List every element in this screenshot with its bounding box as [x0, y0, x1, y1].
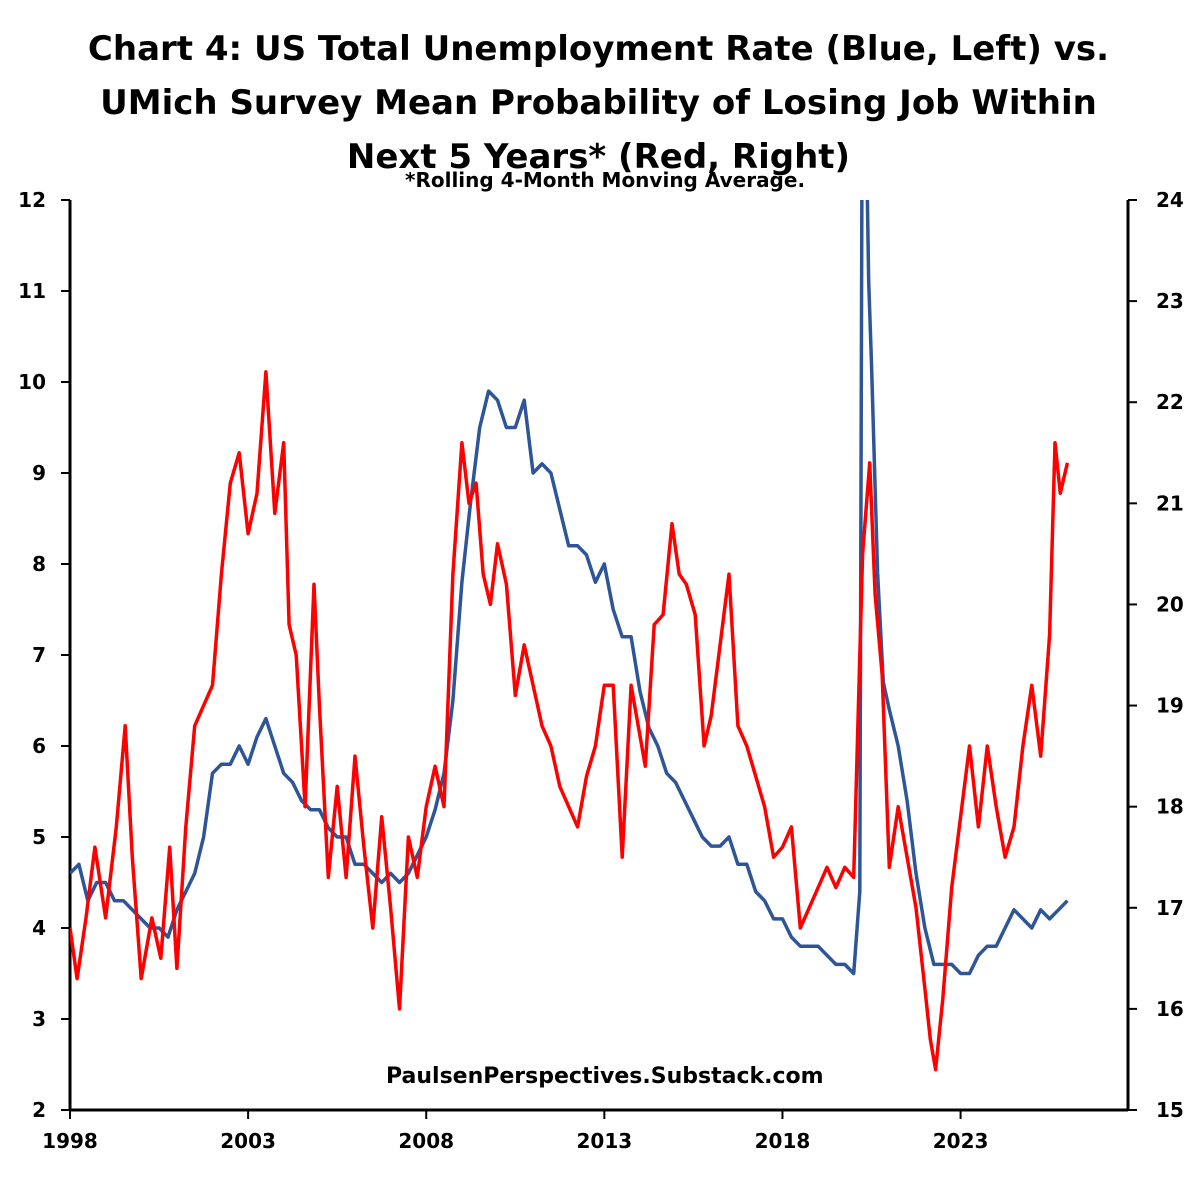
job-loss-probability-line: [70, 370, 1070, 1072]
chart-subtitle: *Rolling 4-Month Monving Average.: [405, 168, 806, 192]
unemployment-rate-line: [70, 200, 1069, 976]
right-tick-label: 15: [1156, 1098, 1184, 1122]
left-tick-label: 12: [18, 188, 46, 212]
left-tick-label: 3: [32, 1007, 46, 1031]
left-tick-label: 11: [18, 279, 46, 303]
title-line-1: Chart 4: US Total Unemployment Rate (Blu…: [87, 29, 1110, 69]
left-tick-label: 6: [32, 734, 46, 758]
x-tick-label: 2018: [755, 1129, 811, 1153]
left-tick-label: 7: [32, 643, 46, 667]
right-tick-label: 22: [1156, 390, 1184, 414]
source-annotation: PaulsenPerspectives.Substack.com: [386, 1064, 824, 1089]
right-tick-label: 19: [1156, 694, 1184, 718]
left-tick-label: 10: [18, 370, 46, 394]
left-tick-label: 9: [32, 461, 46, 485]
right-tick-label: 24: [1156, 188, 1184, 212]
x-tick-label: 2023: [933, 1129, 989, 1153]
left-tick-label: 4: [32, 916, 46, 940]
title-line-3: Next 5 Years* (Red, Right): [346, 137, 851, 177]
left-tick-label: 8: [32, 552, 46, 576]
right-tick-label: 18: [1156, 795, 1184, 819]
right-tick-label: 21: [1156, 491, 1184, 515]
x-tick-label: 2003: [220, 1129, 276, 1153]
right-tick-label: 23: [1156, 289, 1184, 313]
right-tick-label: 16: [1156, 997, 1184, 1021]
x-tick-label: 2013: [577, 1129, 633, 1153]
title-line-2: UMich Survey Mean Probability of Losing …: [100, 83, 1097, 123]
x-tick-label: 1998: [42, 1129, 98, 1153]
x-tick-label: 2008: [398, 1129, 454, 1153]
right-tick-label: 20: [1156, 592, 1184, 616]
left-tick-label: 2: [32, 1098, 46, 1122]
chart-title: Chart 4: US Total Unemployment Rate (Blu…: [0, 22, 1197, 184]
right-tick-label: 17: [1156, 896, 1184, 920]
left-tick-label: 5: [32, 825, 46, 849]
